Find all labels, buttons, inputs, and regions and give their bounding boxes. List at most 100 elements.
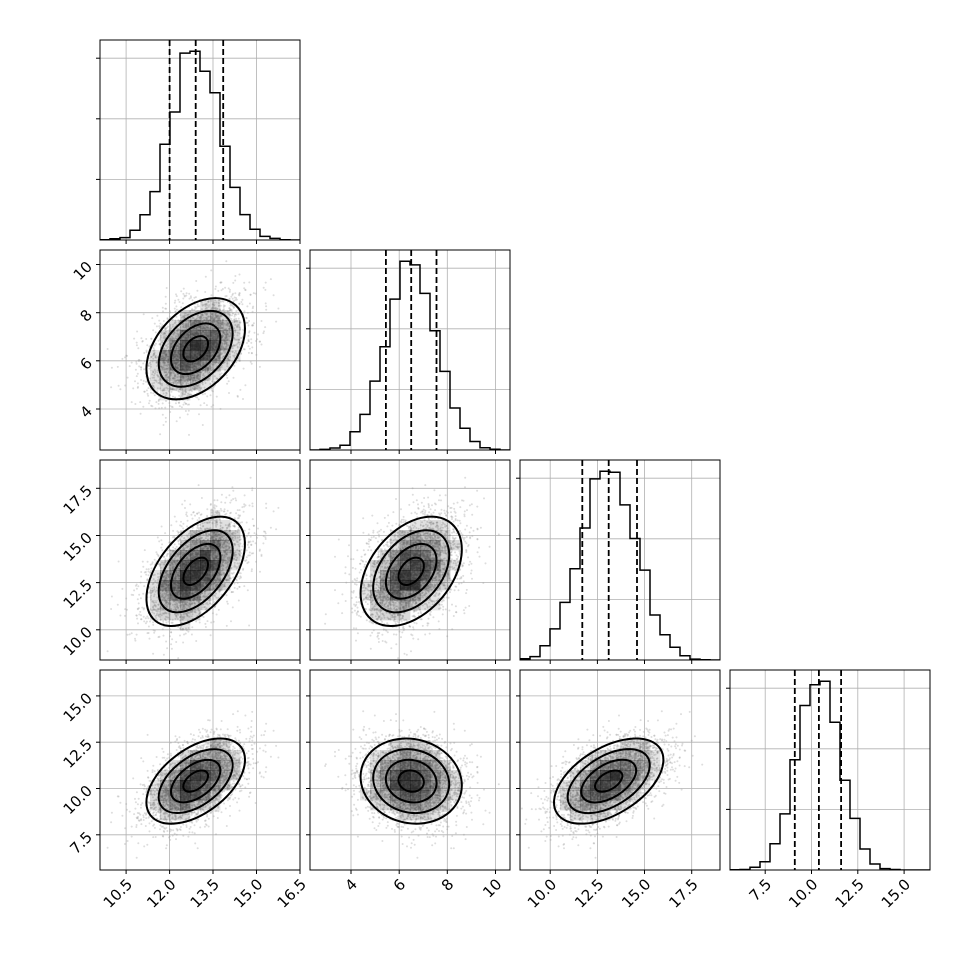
sample-point	[195, 332, 198, 334]
sample-point	[175, 337, 178, 340]
sample-point	[251, 310, 254, 313]
sample-point	[233, 344, 236, 347]
sample-point	[170, 371, 173, 374]
sample-point	[191, 526, 194, 529]
sample-point	[169, 349, 172, 352]
sample-point	[193, 332, 195, 334]
sample-point	[212, 303, 215, 306]
sample-point	[153, 351, 156, 354]
sample-point	[177, 613, 180, 616]
sample-point	[210, 362, 212, 365]
sample-point	[205, 607, 208, 610]
sample-point	[169, 372, 172, 375]
sample-point	[205, 313, 208, 316]
sample-point	[169, 310, 171, 313]
sample-point	[147, 387, 150, 390]
sample-point	[189, 558, 192, 561]
sample-point	[139, 366, 142, 369]
sample-point	[188, 379, 191, 381]
sample-point	[168, 364, 171, 367]
sample-point	[215, 377, 218, 380]
sample-point	[238, 294, 241, 297]
sample-point	[165, 371, 167, 374]
sample-point	[119, 388, 122, 391]
sample-point	[251, 307, 254, 310]
sample-point	[218, 308, 221, 311]
sample-point	[192, 369, 195, 372]
sample-point	[210, 354, 213, 357]
sample-point	[207, 328, 210, 331]
sample-point	[145, 349, 148, 352]
sample-point	[178, 348, 180, 351]
sample-point	[187, 323, 190, 325]
density-cell	[230, 320, 241, 331]
sample-point	[223, 333, 226, 335]
sample-point	[197, 377, 200, 380]
sample-point	[198, 517, 201, 519]
sample-point	[168, 603, 171, 606]
sample-point	[177, 555, 180, 558]
sample-point	[205, 333, 208, 336]
sample-point	[211, 521, 214, 524]
sample-point	[172, 340, 174, 343]
sample-point	[146, 344, 149, 347]
sample-point	[167, 376, 170, 379]
sample-point	[228, 325, 231, 328]
sample-point	[174, 577, 177, 580]
sample-point	[210, 518, 213, 521]
sample-point	[168, 366, 171, 369]
sample-point	[163, 332, 166, 335]
sample-point	[204, 316, 207, 319]
sample-point	[153, 386, 156, 389]
sample-point	[209, 326, 212, 329]
sample-point	[185, 513, 188, 516]
sample-point	[226, 310, 229, 313]
sample-point	[182, 325, 185, 328]
sample-point	[203, 590, 206, 593]
sample-point	[198, 378, 201, 381]
sample-point	[212, 583, 215, 585]
sample-point	[188, 532, 191, 535]
sample-point	[211, 307, 214, 309]
sample-point	[184, 601, 187, 603]
sample-point	[236, 394, 239, 397]
sample-point	[174, 366, 177, 369]
sample-point	[232, 305, 235, 308]
sample-point	[216, 574, 219, 577]
sample-point	[217, 319, 220, 322]
sample-point	[255, 560, 257, 563]
sample-point	[215, 519, 218, 521]
sample-point	[147, 632, 150, 634]
sample-point	[234, 537, 237, 540]
sample-point	[219, 315, 222, 318]
sample-point	[174, 362, 177, 365]
sample-point	[196, 315, 199, 317]
sample-point	[199, 371, 202, 374]
sample-point	[250, 341, 253, 344]
density-cell	[200, 330, 211, 341]
sample-point	[185, 327, 188, 330]
density-cell	[170, 360, 181, 371]
sample-point	[252, 292, 255, 295]
sample-point	[207, 519, 210, 522]
sample-point	[200, 317, 203, 320]
sample-point	[191, 558, 194, 561]
sample-point	[140, 366, 143, 369]
sample-point	[203, 595, 206, 598]
sample-point	[200, 548, 203, 550]
sample-point	[153, 352, 156, 355]
sample-point	[178, 301, 181, 303]
sample-point	[162, 653, 165, 656]
sample-point	[183, 315, 186, 318]
sample-point	[205, 361, 208, 363]
sample-point	[161, 359, 164, 362]
sample-point	[164, 560, 167, 563]
sample-point	[200, 325, 203, 328]
sample-point	[194, 611, 197, 614]
sample-point	[171, 558, 174, 561]
sample-point	[215, 581, 217, 583]
density-cell	[220, 360, 231, 371]
sample-point	[198, 319, 201, 322]
sample-point	[181, 381, 184, 384]
